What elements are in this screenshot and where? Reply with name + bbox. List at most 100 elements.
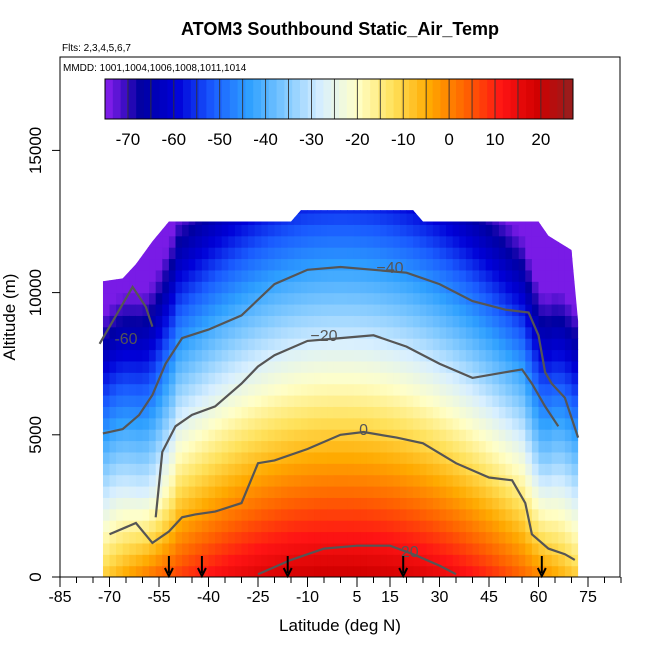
heatmap-cell: [558, 281, 566, 294]
colorbar-swatch: [346, 79, 356, 119]
heatmap-cell: [261, 360, 269, 373]
heatmap-cell: [426, 520, 434, 533]
heatmap-cell: [274, 212, 282, 225]
heatmap-cell: [393, 531, 401, 544]
heatmap-cell: [353, 542, 361, 555]
heatmap-cell: [498, 258, 507, 271]
heatmap-cell: [307, 292, 315, 305]
heatmap-cell: [439, 360, 447, 373]
heatmap-cell: [248, 531, 256, 544]
heatmap-cell: [386, 463, 394, 476]
heatmap-cell: [294, 212, 302, 225]
heatmap-cell: [294, 247, 302, 260]
heatmap-cell: [439, 520, 447, 533]
heatmap-cell: [347, 258, 355, 271]
heatmap-cell: [122, 485, 130, 498]
heatmap-cell: [314, 429, 322, 442]
heatmap-cell: [465, 394, 474, 407]
heatmap-cell: [538, 292, 546, 305]
heatmap-cell: [314, 315, 322, 328]
heatmap-cell: [538, 224, 546, 237]
heatmap-cell: [366, 315, 375, 328]
heatmap-cell: [419, 406, 427, 419]
heatmap-cell: [241, 394, 249, 407]
heatmap-cell: [393, 417, 401, 430]
heatmap-cell: [267, 235, 276, 248]
heatmap-cell: [512, 542, 520, 555]
heatmap-cell: [439, 394, 447, 407]
heatmap-cell: [432, 508, 441, 521]
heatmap-cell: [188, 485, 196, 498]
heatmap-cell: [281, 463, 289, 476]
colorbar-swatch: [276, 79, 285, 119]
heatmap-cell: [531, 372, 540, 385]
heatmap-cell: [261, 440, 269, 453]
heatmap-cell: [327, 463, 335, 476]
heatmap-cell: [155, 338, 163, 351]
colorbar-swatch: [370, 79, 379, 119]
heatmap-cell: [564, 429, 573, 442]
heatmap-cell: [294, 360, 302, 373]
heatmap-cell: [399, 451, 408, 464]
heatmap-cell: [182, 485, 190, 498]
heatmap-cell: [208, 394, 216, 407]
heatmap-cell: [360, 451, 368, 464]
heatmap-cell: [518, 497, 526, 510]
heatmap-cell: [122, 451, 130, 464]
heatmap-cell: [439, 338, 447, 351]
heatmap-cell: [221, 394, 229, 407]
heatmap-cell: [564, 440, 573, 453]
heatmap-cell: [432, 258, 441, 271]
heatmap-cell: [208, 247, 216, 260]
heatmap-cell: [175, 258, 183, 271]
heatmap-cell: [162, 281, 170, 294]
heatmap-cell: [267, 349, 276, 362]
heatmap-cell: [413, 474, 421, 487]
heatmap-cell: [182, 463, 190, 476]
heatmap-cell: [208, 406, 216, 419]
heatmap-cell: [479, 508, 487, 521]
heatmap-cell: [281, 417, 289, 430]
heatmap-cell: [531, 520, 540, 533]
heatmap-cell: [413, 394, 421, 407]
heatmap-cell: [571, 440, 579, 453]
heatmap-cell: [347, 383, 355, 396]
heatmap-cell: [452, 258, 460, 271]
heatmap-cell: [545, 281, 553, 294]
heatmap-cell: [399, 315, 408, 328]
heatmap-cell: [432, 440, 441, 453]
heatmap-cell: [215, 474, 223, 487]
heatmap-cell: [498, 281, 507, 294]
heatmap-cell: [439, 210, 447, 214]
heatmap-cell: [122, 508, 130, 521]
heatmap-cell: [413, 360, 421, 373]
heatmap-cell: [267, 451, 276, 464]
heatmap-cell: [446, 269, 454, 282]
heatmap-cell: [116, 360, 124, 373]
heatmap-cell: [135, 485, 144, 498]
heatmap-cell: [188, 565, 196, 577]
heatmap-cell: [393, 326, 401, 339]
heatmap-cell: [135, 224, 144, 237]
heatmap-cell: [353, 258, 361, 271]
heatmap-cell: [479, 451, 487, 464]
heatmap-cell: [208, 281, 216, 294]
heatmap-cell: [380, 406, 388, 419]
heatmap-cell: [208, 269, 216, 282]
heatmap-cell: [175, 440, 183, 453]
heatmap-cell: [287, 417, 295, 430]
colorbar-swatch: [440, 79, 449, 119]
heatmap-cell: [419, 224, 427, 237]
heatmap-cell: [426, 565, 434, 577]
heatmap-cell: [241, 406, 249, 419]
heatmap-cell: [327, 554, 335, 567]
heatmap-cell: [261, 383, 269, 396]
heatmap-cell: [439, 349, 447, 362]
heatmap-cell: [116, 247, 124, 260]
heatmap-cell: [452, 326, 460, 339]
heatmap-cell: [366, 235, 375, 248]
heatmap-cell: [254, 520, 262, 533]
heatmap-cell: [340, 383, 348, 396]
heatmap-cell: [538, 417, 546, 430]
